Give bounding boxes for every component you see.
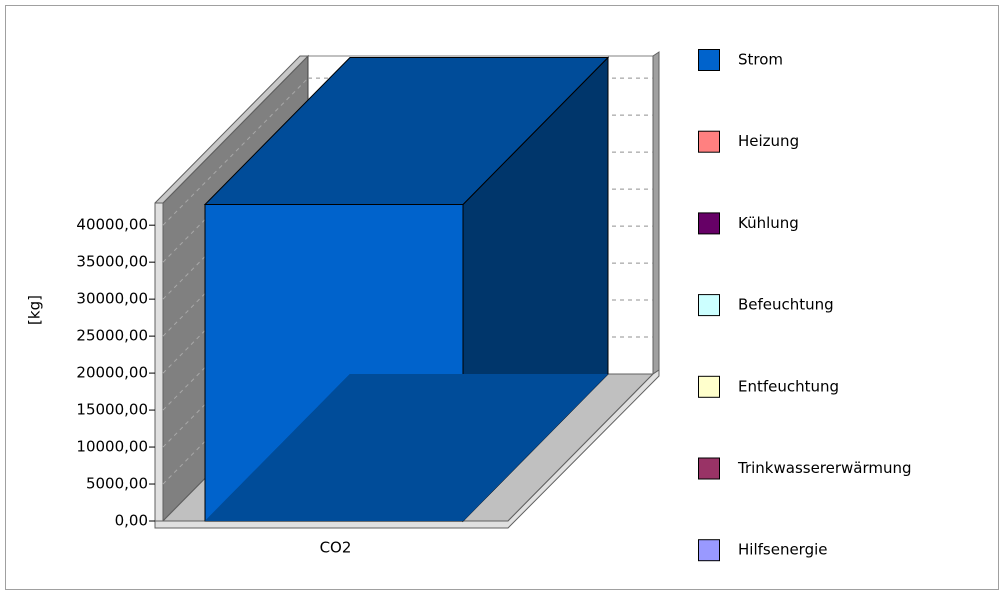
- legend-swatch: [698, 294, 720, 317]
- x-tick-label: CO2: [320, 539, 352, 557]
- legend-swatch: [698, 457, 720, 480]
- legend-swatch: [698, 49, 720, 71]
- grid-line: [162, 299, 309, 448]
- grid-line: [162, 114, 309, 263]
- bar-top: [205, 374, 608, 521]
- left-wall-front: [154, 202, 164, 522]
- legend-label: Trinkwassererwärmung: [737, 459, 912, 477]
- legend-label: Hilfsenergie: [738, 541, 828, 559]
- bar: [205, 374, 608, 521]
- y-tick-label: 15000,00: [76, 401, 148, 419]
- grid-line: [162, 225, 309, 374]
- floor-edge: [154, 369, 660, 529]
- y-tick-label: 30000,00: [76, 290, 148, 308]
- legend-swatch: [698, 212, 720, 235]
- y-axis-label: [kg]: [26, 295, 44, 325]
- grid-line: [162, 151, 309, 300]
- y-tick-label: 0,00: [115, 512, 148, 530]
- grid-line: [162, 77, 309, 226]
- legend-label: Kühlung: [738, 214, 799, 232]
- legend-label: Entfeuchtung: [738, 377, 839, 395]
- grid-line: [162, 188, 309, 337]
- legend-label: Befeuchtung: [738, 296, 834, 314]
- back-wall-edge: [652, 51, 660, 375]
- y-tick-label: 25000,00: [76, 327, 148, 345]
- legend-swatch: [698, 130, 720, 153]
- legend-swatch: [698, 375, 720, 398]
- legend-label: Heizung: [738, 132, 799, 150]
- y-tick-label: 20000,00: [76, 364, 148, 382]
- y-tick-label: 10000,00: [76, 438, 148, 456]
- grid-line: [162, 336, 309, 485]
- y-tick-label: 35000,00: [76, 253, 148, 271]
- legend-label: Strom: [738, 51, 783, 69]
- grid-line: [162, 262, 309, 411]
- y-tick-label: 40000,00: [76, 216, 148, 234]
- y-tick-label: 5000,00: [86, 475, 148, 493]
- legend-swatch: [698, 539, 720, 562]
